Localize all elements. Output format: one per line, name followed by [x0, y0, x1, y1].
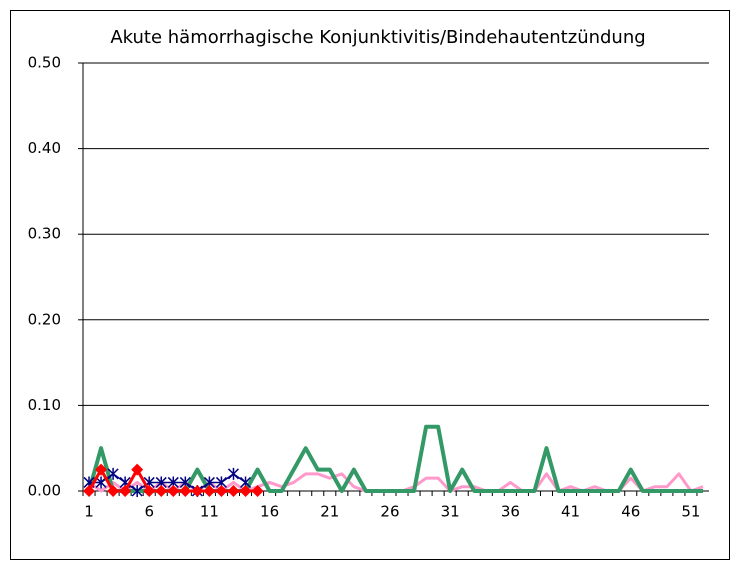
marker: [83, 485, 96, 497]
x-tick-label: 26: [380, 503, 399, 521]
series-line: [87, 424, 703, 493]
x-tick-label: 1: [84, 503, 94, 521]
marker: [227, 467, 240, 480]
marker: [179, 485, 192, 497]
x-tick-label: 21: [320, 503, 339, 521]
marker: [131, 463, 144, 476]
marker: [95, 476, 107, 489]
marker: [203, 485, 216, 497]
y-tick-label: 0.20: [28, 310, 61, 328]
y-tick-label: 0.40: [28, 139, 61, 157]
marker: [119, 485, 132, 497]
chart-frame: [10, 10, 730, 560]
x-tick-label: 41: [561, 503, 580, 521]
x-tick-label: 51: [681, 503, 700, 521]
y-tick-label: 0.10: [28, 396, 61, 414]
marker: [227, 485, 240, 497]
chart-title: Akute hämorrhagische Konjunktivitis/Bind…: [110, 27, 645, 48]
marker: [143, 485, 156, 497]
x-tick-label: 36: [501, 503, 520, 521]
marker: [167, 485, 180, 497]
y-tick-label: 0.30: [28, 225, 61, 243]
marker: [251, 485, 264, 497]
marker: [155, 485, 168, 497]
x-tick-label: 31: [441, 503, 460, 521]
marker: [131, 485, 143, 497]
marker: [107, 467, 119, 480]
x-tick-label: 6: [144, 503, 154, 521]
x-tick-label: 16: [260, 503, 279, 521]
marker: [107, 485, 120, 497]
y-tick-label: 0.50: [28, 54, 61, 72]
marker: [191, 485, 204, 497]
y-tick-label: 0.00: [28, 482, 61, 500]
marker: [95, 463, 108, 476]
x-tick-label: 11: [200, 503, 219, 521]
x-tick-label: 46: [621, 503, 640, 521]
marker: [239, 485, 252, 497]
marker: [215, 485, 228, 497]
